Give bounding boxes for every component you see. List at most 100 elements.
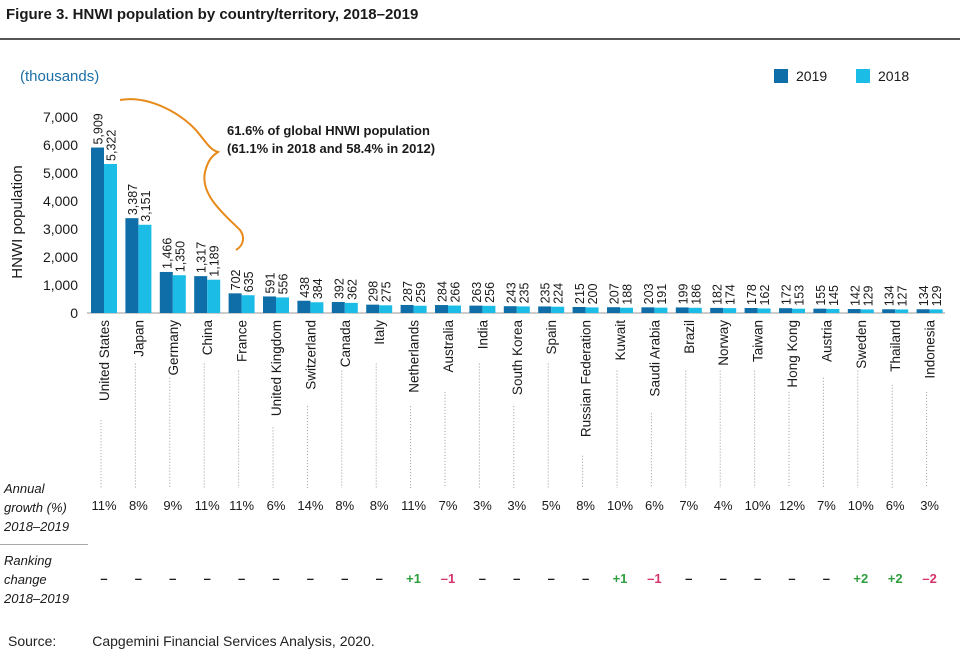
value-label-2018: 174: [724, 284, 738, 305]
y-tick-label: 3,000: [43, 221, 78, 237]
value-label-2019: 134: [883, 285, 897, 306]
ranking-change-value: –: [754, 571, 761, 586]
ranking-row-label: Ranking change 2018–2019: [4, 551, 69, 608]
bar-2018: [792, 308, 805, 313]
bar-2019: [641, 307, 655, 313]
category-label: Russian Federation: [579, 320, 594, 437]
bar-2018: [826, 308, 840, 313]
ranking-change-value: –: [100, 571, 107, 586]
bar-2019: [228, 293, 242, 313]
value-label-2019: 235: [539, 283, 553, 304]
ranking-change-value: –: [307, 571, 314, 586]
growth-value: 7%: [439, 498, 458, 513]
growth-value: 11%: [91, 498, 116, 513]
category-label: United States: [97, 320, 112, 401]
category-label: Kuwait: [613, 320, 628, 361]
bar-2019: [538, 306, 552, 313]
value-label-2019: 172: [780, 284, 794, 305]
bar-2019: [916, 309, 930, 313]
annotation-line-2: (61.1% in 2018 and 58.4% in 2012): [227, 141, 436, 156]
y-tick-label: 0: [70, 305, 78, 321]
value-label-2018: 145: [827, 285, 841, 306]
bar-2018: [860, 309, 874, 313]
bar-2018: [516, 306, 530, 313]
category-label: Germany: [166, 320, 181, 376]
category-label: Norway: [716, 320, 731, 366]
value-label-2019: 203: [642, 283, 656, 304]
value-label-2019: 287: [401, 281, 415, 302]
ranking-change-value: –: [238, 571, 245, 586]
bar-2018: [688, 307, 702, 313]
value-label-2018: 5,322: [105, 130, 119, 161]
annotation-brace: [119, 98, 245, 251]
ranking-change-value: –: [788, 571, 795, 586]
growth-value: 3%: [920, 498, 939, 513]
category-label: Taiwan: [751, 320, 766, 362]
bar-2019: [779, 308, 792, 313]
value-label-2018: 3,151: [139, 190, 153, 221]
category-label: Indonesia: [923, 320, 938, 379]
bar-2019: [675, 307, 689, 313]
y-tick-label: 6,000: [43, 137, 78, 153]
ranking-label-line-2: change: [4, 572, 47, 587]
source-label: Source:: [8, 633, 57, 649]
ranking-change-value: –1: [441, 571, 455, 586]
value-label-2018: 635: [242, 271, 256, 292]
value-label-2018: 384: [311, 278, 325, 299]
value-label-2019: 392: [332, 278, 346, 299]
value-label-2019: 134: [917, 285, 931, 306]
ranking-change-value: –: [272, 571, 279, 586]
title-divider: [0, 38, 960, 40]
y-axis-title: HNWI population: [9, 165, 26, 278]
ranking-change-value: +2: [888, 571, 903, 586]
growth-value: 11%: [401, 498, 426, 513]
bar-2019: [744, 308, 758, 313]
bar-2018: [482, 305, 496, 313]
value-label-2018: 259: [414, 282, 428, 303]
growth-value: 10%: [745, 498, 771, 513]
bar-2018: [654, 307, 668, 313]
bar-2019: [194, 276, 208, 313]
ranking-change-value: –: [169, 571, 176, 586]
growth-value: 14%: [297, 498, 323, 513]
bar-2018: [413, 305, 427, 313]
hnwi-bar-chart: HNWI population 0 1,000 2,000 3,000 4,000 5,00…: [9, 98, 945, 586]
growth-value: 11%: [229, 498, 254, 513]
growth-value: 5%: [542, 498, 561, 513]
growth-label-line-2: growth (%): [4, 500, 67, 515]
growth-value: 12%: [779, 498, 805, 513]
category-label: United Kingdom: [269, 320, 284, 416]
bar-2018: [723, 308, 737, 313]
bar-2019: [469, 305, 483, 313]
share-annotation: 61.6% of global HNWI population (61.1% i…: [227, 122, 435, 158]
bar-2018: [104, 163, 117, 313]
growth-value: 7%: [817, 498, 836, 513]
growth-value: 8%: [576, 498, 595, 513]
legend-label-2018: 2018: [878, 68, 910, 84]
category-label: Canada: [338, 320, 353, 368]
category-label: Netherlands: [407, 320, 422, 393]
chart-title: Figure 3. HNWI population by country/ter…: [6, 6, 419, 23]
growth-value: 3%: [507, 498, 526, 513]
category-label: South Korea: [510, 320, 525, 396]
y-tick-label: 5,000: [43, 165, 78, 181]
bar-2019: [882, 309, 896, 313]
value-label-2019: 298: [367, 281, 381, 302]
bar-2019: [331, 302, 345, 313]
growth-value: 3%: [473, 498, 492, 513]
value-label-2019: 199: [676, 284, 690, 305]
value-label-2019: 591: [264, 273, 278, 294]
bar-2018: [344, 302, 358, 313]
value-label-2019: 142: [848, 285, 862, 306]
source-text: Capgemini Financial Services Analysis, 2…: [92, 633, 375, 649]
growth-value: 8%: [129, 498, 148, 513]
value-label-2018: 129: [930, 285, 944, 306]
category-label: Italy: [372, 320, 387, 345]
value-label-2018: 256: [483, 282, 497, 303]
ranking-change-value: –: [479, 571, 486, 586]
ranking-change-value: –: [548, 571, 555, 586]
category-label: China: [200, 320, 215, 356]
ranking-change-value: +1: [613, 571, 628, 586]
category-label: Switzerland: [303, 320, 318, 390]
bar-2019: [125, 218, 139, 313]
